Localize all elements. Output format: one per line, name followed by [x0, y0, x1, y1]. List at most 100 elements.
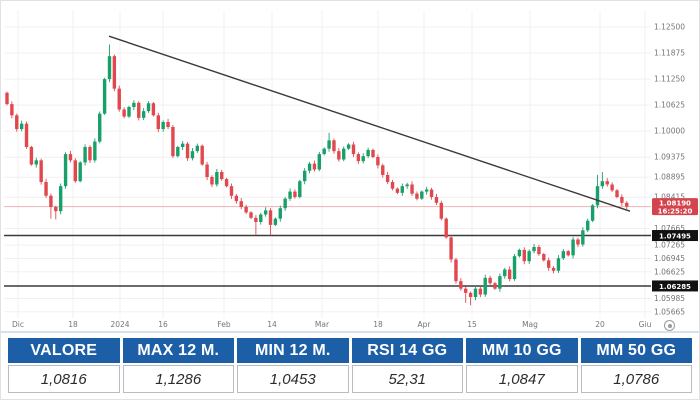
candle-body — [166, 122, 170, 127]
candle-body — [385, 174, 390, 182]
stat-value-min12m: 1,0453 — [237, 365, 349, 393]
candle-body — [381, 165, 385, 175]
candle-body — [561, 251, 566, 259]
candle-body — [73, 160, 78, 182]
candle-body — [288, 191, 292, 199]
candle-body — [503, 269, 507, 277]
current-price-badge — [652, 198, 698, 216]
stat-value-mm50: 1,0786 — [580, 365, 692, 393]
candle-body — [342, 148, 346, 160]
candle-body — [229, 186, 234, 196]
stat-header-rsi14: RSI 14 GG — [351, 338, 463, 363]
candle-body — [58, 186, 63, 212]
trendline — [108, 35, 631, 212]
x-axis-label: Mag — [522, 320, 538, 329]
x-axis-label: 18 — [68, 320, 78, 329]
candle-body — [464, 288, 468, 293]
candle-body — [400, 186, 404, 193]
candle-body — [224, 179, 229, 187]
candle-body — [156, 115, 160, 130]
candle-body — [468, 292, 473, 297]
candle-body — [478, 288, 483, 295]
candle-body — [444, 218, 448, 238]
support-price-badge — [652, 230, 698, 242]
candle-body — [395, 188, 400, 193]
y-axis-label: 1.12500 — [654, 23, 685, 32]
x-axis-label: Feb — [217, 320, 231, 329]
x-axis-label: 14 — [267, 320, 277, 329]
candle-body — [180, 143, 185, 147]
candle-body — [322, 148, 326, 155]
stat-header-mm10: MM 10 GG — [466, 338, 578, 363]
stat-col-mm10: MM 10 GG 1,0847 — [466, 338, 578, 393]
chart-settings-icon[interactable] — [664, 320, 675, 331]
candle-body — [132, 102, 136, 107]
stat-col-rsi14: RSI 14 GG 52,31 — [351, 338, 463, 393]
candle-body — [259, 214, 263, 222]
candle-body — [29, 147, 34, 165]
candle-body — [249, 212, 253, 218]
candle-body — [527, 251, 531, 262]
candle-body — [556, 258, 561, 271]
candle-body — [390, 182, 395, 189]
candle-body — [112, 56, 117, 89]
x-axis-label: Giu — [639, 320, 652, 329]
candle-body — [439, 202, 444, 219]
candle-body — [63, 154, 68, 187]
candle-body — [10, 104, 14, 116]
candle-body — [93, 141, 97, 161]
candle-body — [366, 149, 370, 157]
x-axis-label: 18 — [373, 320, 383, 329]
candle-body — [215, 172, 219, 185]
candle-body — [54, 207, 58, 212]
candle-body — [581, 230, 585, 245]
stat-col-mm50: MM 50 GG 1,0786 — [580, 338, 692, 393]
support-price-label: 1.07495 — [659, 232, 691, 240]
candle-body — [15, 115, 19, 130]
y-axis-label: 1.09375 — [654, 153, 685, 162]
candle-body — [337, 151, 341, 160]
candle-body — [263, 210, 268, 215]
candle-body — [107, 56, 112, 80]
candle-body — [302, 170, 307, 182]
candle-body — [141, 111, 146, 118]
candle-body — [307, 163, 312, 171]
candle-body — [137, 102, 141, 118]
candle-body — [88, 147, 92, 161]
candle-body — [532, 247, 536, 252]
candle-body — [171, 127, 175, 157]
candle-body — [459, 281, 463, 289]
stat-header-min12m: MIN 12 M. — [237, 338, 349, 363]
candle-body — [493, 283, 497, 289]
candle-body — [424, 189, 429, 192]
candle-body — [254, 217, 258, 222]
candle-body — [371, 149, 375, 157]
support-price-badge — [652, 280, 698, 292]
candle-body — [298, 181, 302, 197]
candle-body — [488, 277, 492, 284]
candle-body — [571, 239, 575, 256]
y-axis-label: 1.11250 — [654, 75, 685, 84]
candle-body — [376, 157, 380, 166]
y-axis-label: 1.05665 — [654, 307, 685, 316]
candle-body — [283, 198, 287, 209]
x-axis-label: 16 — [158, 320, 168, 329]
candle-body — [410, 184, 414, 194]
candle-body — [102, 79, 107, 114]
candle-body — [146, 103, 151, 112]
x-axis-label: 2024 — [110, 320, 129, 329]
candle-body — [546, 260, 551, 268]
stat-value-mm10: 1,0847 — [466, 365, 578, 393]
y-axis-label: 1.06945 — [654, 254, 685, 263]
candle-body — [220, 172, 224, 180]
candle-body — [507, 269, 512, 280]
candle-body — [268, 210, 273, 225]
stat-value-rsi14: 52,31 — [351, 365, 463, 393]
chart-canvas[interactable]: Dic 18 2024 16 Feb 14 Mar 18 Apr 15 Mag 20 Giu 1.1250… — [0, 0, 700, 334]
candle-body — [195, 145, 200, 152]
candle-body — [351, 144, 356, 155]
candle-body — [151, 103, 156, 116]
candle-body — [68, 154, 73, 161]
candle-body — [454, 259, 458, 282]
